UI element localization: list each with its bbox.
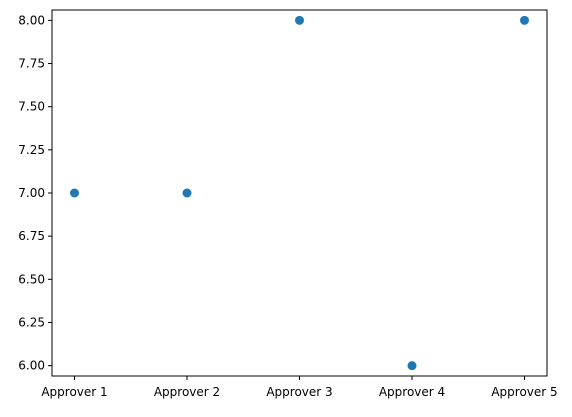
x-tick-label: Approver 1 (41, 385, 107, 399)
data-point (70, 188, 79, 198)
data-point (520, 15, 529, 25)
x-axis: Approver 1 Approver 2 Approver 3 Approver 4… (41, 376, 558, 399)
plot-frame (51, 9, 548, 377)
y-tick-label: 6.75 (18, 229, 45, 243)
data-point (407, 361, 417, 371)
data-points (70, 15, 529, 371)
x-tick-label: Approver 2 (154, 385, 220, 399)
y-tick-label: 6.25 (18, 315, 45, 329)
y-tick-label: 7.50 (18, 100, 45, 114)
data-point (182, 188, 192, 198)
y-tick-label: 6.00 (18, 359, 45, 373)
y-tick-label: 7.75 (18, 57, 45, 71)
y-axis: 6.00 6.25 6.50 6.75 7.00 7.25 7.50 7.75 8.00 (18, 13, 52, 373)
y-tick-label: 8.00 (18, 13, 45, 27)
x-tick-label: Approver 5 (491, 385, 557, 399)
data-point (295, 15, 304, 25)
x-tick-label: Approver 4 (379, 385, 445, 399)
y-tick-label: 7.00 (18, 186, 45, 200)
x-tick-label: Approver 3 (266, 385, 332, 399)
y-tick-label: 6.50 (18, 272, 45, 286)
y-tick-label: 7.25 (18, 143, 45, 157)
